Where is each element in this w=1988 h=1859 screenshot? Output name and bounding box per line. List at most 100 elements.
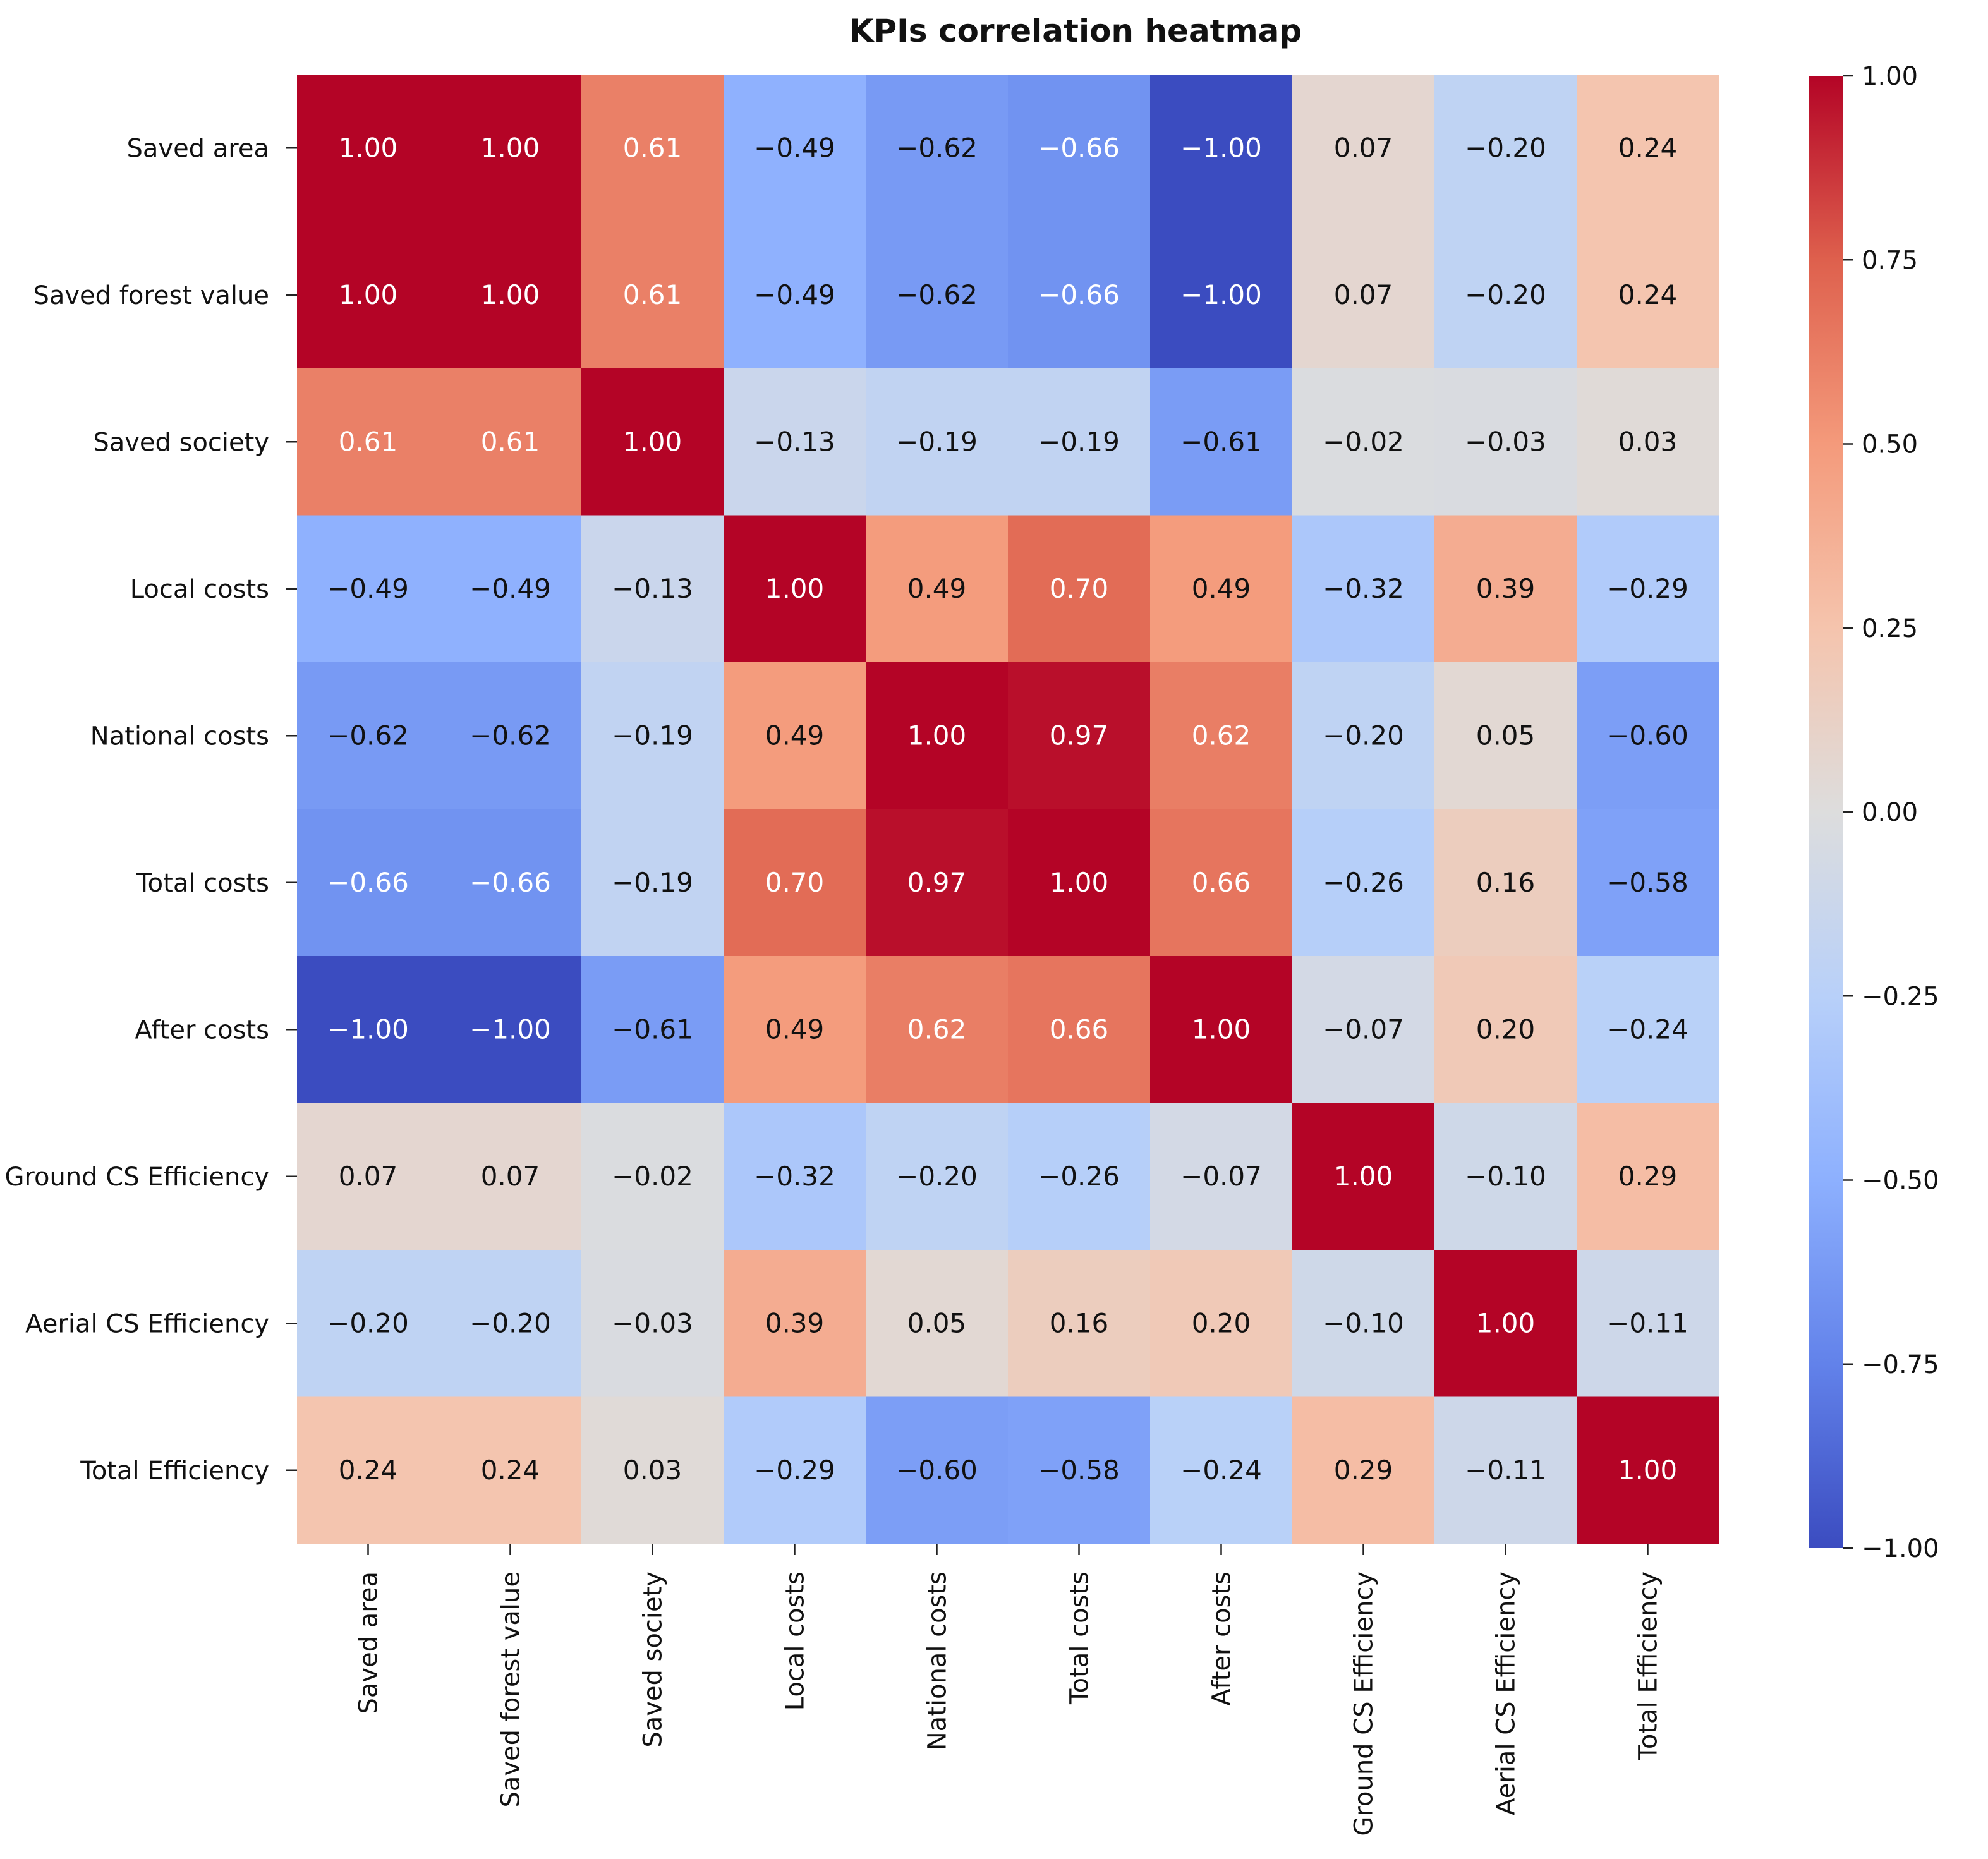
heatmap-cell [581, 662, 724, 810]
cell-value-label: −0.49 [754, 279, 835, 310]
heatmap-cell [297, 662, 440, 810]
heatmap-cell [439, 662, 582, 810]
heatmap-cell [581, 956, 724, 1104]
heatmap-cell [1434, 809, 1577, 957]
column-label: Total costs [1065, 1571, 1094, 1705]
row-label: National costs [90, 722, 269, 751]
cell-value-label: 0.07 [481, 1161, 540, 1192]
cell-value-label: −0.07 [1323, 1014, 1404, 1045]
cell-value-label: 1.00 [1192, 1014, 1251, 1045]
cell-value-label: 0.16 [1476, 867, 1536, 898]
heatmap-cell [866, 1250, 1009, 1398]
row-label: Total Efficiency [80, 1456, 269, 1486]
cell-value-label: 0.05 [907, 1307, 967, 1338]
cell-value-label: −0.10 [1323, 1307, 1404, 1338]
heatmap-cell [1150, 515, 1293, 663]
cell-value-label: 0.97 [907, 867, 967, 898]
cell-value-label: −0.20 [896, 1161, 978, 1192]
heatmap-cell [1577, 1250, 1719, 1398]
heatmap-cell [866, 956, 1009, 1104]
colorbar-gradient-bar [1809, 76, 1843, 1548]
heatmap-cell [1008, 368, 1151, 516]
row-label: Total costs [136, 869, 269, 898]
heatmap-cell [439, 75, 582, 222]
heatmap-cell [866, 1396, 1009, 1544]
column-label: Saved area [355, 1571, 384, 1714]
cell-value-label: −0.20 [1323, 720, 1404, 751]
heatmap-cell [1292, 75, 1435, 222]
cell-value-label: −0.49 [470, 573, 551, 604]
cell-value-label: −0.66 [1038, 279, 1120, 310]
cell-value-label: 1.00 [907, 720, 967, 751]
cell-value-label: 1.00 [481, 279, 540, 310]
heatmap-cell [1008, 75, 1151, 222]
row-label: Saved forest value [33, 281, 269, 310]
colorbar: 1.00 0.75 0.50 0.25 0.00 −0.25 −0.50 −0.75 −1.00 [1809, 62, 1939, 1563]
heatmap-cell [1008, 1250, 1151, 1398]
heatmap-cell [1434, 75, 1577, 222]
cell-value-label: −0.02 [1323, 426, 1404, 457]
column-label: Aerial CS Efficiency [1492, 1571, 1521, 1815]
cell-value-label: 0.20 [1476, 1014, 1536, 1045]
heatmap-cell [724, 1396, 866, 1544]
heatmap-cell [724, 662, 866, 810]
cell-value-label: 1.00 [339, 132, 398, 163]
heatmap-cell [866, 368, 1009, 516]
heatmap-cell [1150, 221, 1293, 369]
cell-value-label: −0.20 [1465, 279, 1546, 310]
heatmap-cell [581, 1250, 724, 1398]
heatmap-cell [724, 1103, 866, 1250]
heatmap-cell [1292, 368, 1435, 516]
heatmap-cell [1577, 75, 1719, 222]
column-label: Total Efficiency [1634, 1571, 1663, 1761]
heatmap-cell [439, 809, 582, 957]
heatmap-cell [866, 809, 1009, 957]
column-labels: Saved area Saved forest value Saved societ… [355, 1544, 1663, 1836]
heatmap-cell [724, 368, 866, 516]
column-label: Local costs [781, 1571, 810, 1711]
cell-value-label: −1.00 [327, 1014, 409, 1045]
colorbar-tick-label: −0.25 [1862, 982, 1939, 1011]
heatmap-cell [724, 1250, 866, 1398]
colorbar-tick-label: −0.50 [1862, 1166, 1939, 1196]
heatmap-cell [439, 956, 582, 1104]
cell-value-label: 0.70 [765, 867, 825, 898]
heatmap-cell [866, 662, 1009, 810]
cell-value-label: 0.07 [1334, 279, 1393, 310]
cell-value-label: 0.66 [1192, 867, 1251, 898]
heatmap-cell [581, 1103, 724, 1250]
cell-value-label: −0.66 [470, 867, 551, 898]
heatmap-cell [1434, 221, 1577, 369]
heatmap-cell [581, 809, 724, 957]
heatmap-cell [866, 515, 1009, 663]
heatmap-cell [1150, 1396, 1293, 1544]
cell-value-label: −0.02 [612, 1161, 693, 1192]
cell-value-label: −0.62 [470, 720, 551, 751]
cell-value-label: 0.03 [1618, 426, 1678, 457]
cell-value-label: 0.24 [339, 1455, 398, 1486]
column-label: After costs [1208, 1571, 1237, 1706]
row-label: Aerial CS Efficiency [25, 1309, 269, 1338]
heatmap-cell [1008, 515, 1151, 663]
heatmap-cell [1434, 1103, 1577, 1250]
heatmap-cell [439, 221, 582, 369]
heatmap-cell [724, 221, 866, 369]
heatmap-cell [1577, 515, 1719, 663]
cell-value-label: −0.10 [1465, 1161, 1546, 1192]
cell-value-label: −0.62 [896, 279, 978, 310]
cell-value-label: −0.20 [470, 1307, 551, 1338]
heatmap-cell [724, 956, 866, 1104]
cell-value-label: −0.66 [1038, 132, 1120, 163]
heatmap-cell [581, 515, 724, 663]
row-label: Local costs [130, 575, 269, 604]
cell-value-label: −0.20 [1465, 132, 1546, 163]
cell-value-label: −0.60 [896, 1455, 978, 1486]
cell-value-label: 0.05 [1476, 720, 1536, 751]
cell-value-label: −0.29 [1607, 573, 1688, 604]
colorbar-tick-label: −1.00 [1862, 1534, 1939, 1563]
cell-value-label: −0.49 [754, 132, 835, 163]
cell-value-label: −1.00 [1180, 132, 1262, 163]
cell-value-label: 0.39 [1476, 573, 1536, 604]
heatmap-cell [1008, 1103, 1151, 1250]
